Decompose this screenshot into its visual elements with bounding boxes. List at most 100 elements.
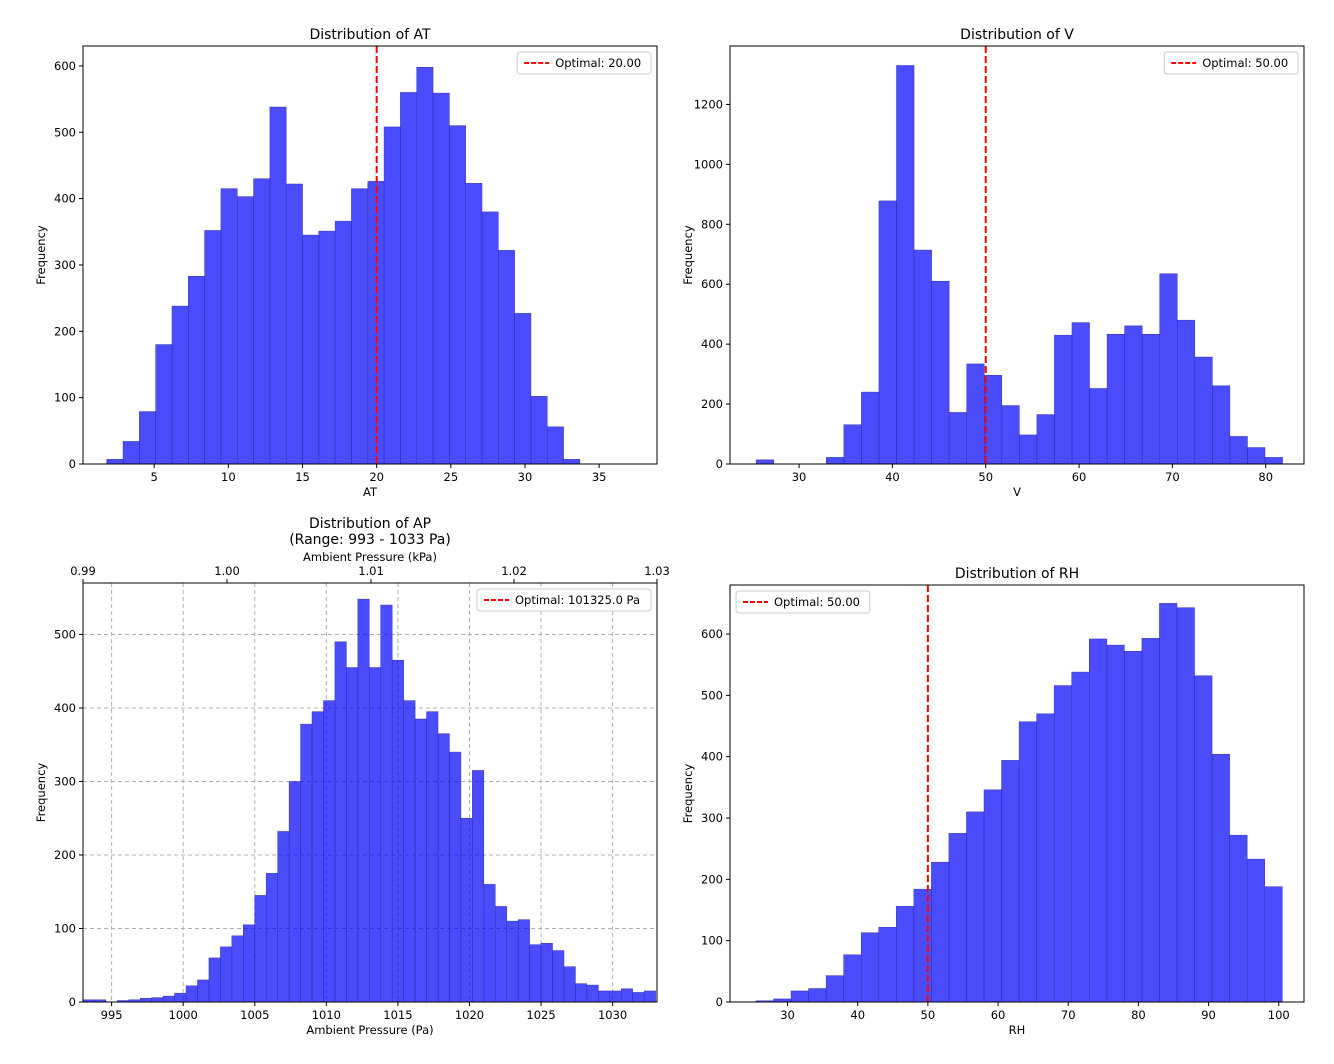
histogram-bar [1229,834,1248,1003]
histogram-bar [481,211,499,465]
histogram-bar [1229,436,1248,465]
histogram-bar [632,992,645,1003]
histogram-bar [575,983,588,1003]
histogram-bar [351,188,369,465]
histogram-bar [185,985,198,1003]
histogram-bar [472,770,485,1003]
x-tick-label: 40 [850,1008,865,1022]
histogram-bar [1124,325,1143,465]
histogram-bar [843,424,862,465]
histogram-bar [1194,675,1213,1003]
histogram-bar [106,459,124,465]
histogram-bar [1001,760,1020,1003]
histogram-bar [155,344,173,465]
x-tick-label: 70 [1061,1008,1076,1022]
histogram-bar [896,906,915,1003]
y-tick-label: 200 [54,324,76,338]
x-tick-label: 50 [921,1008,936,1022]
histogram-bar [1089,388,1108,465]
histogram-bar [369,667,381,1003]
legend: Optimal: 50.00 [735,590,871,614]
y-tick-label: 400 [701,337,723,351]
histogram-bar [1106,644,1125,1003]
histogram-bar [790,990,809,1003]
top-x-tick-label: 1.01 [358,564,384,578]
legend-label: Optimal: 50.00 [774,595,860,609]
histogram-bar [357,598,370,1003]
y-tick-label: 600 [701,277,723,291]
y-tick-label: 300 [54,258,76,272]
y-tick-label: 400 [54,192,76,206]
histogram-bar [1194,356,1213,465]
histogram-bar [825,975,844,1003]
histogram-bar [620,988,633,1003]
y-tick-label: 1200 [694,97,723,111]
histogram-bar [1053,685,1072,1003]
histogram-bar [931,280,950,465]
histogram-bar [403,700,416,1003]
histogram-bar [931,861,950,1003]
histogram-bar [1159,273,1178,465]
histogram-bar [878,926,897,1003]
histogram-bar [983,375,1003,465]
histogram-bar [529,944,542,1003]
legend-box [476,588,652,612]
x-tick-label: 30 [780,1008,795,1022]
histogram-bar [437,733,450,1003]
x-tick-label: 20 [369,470,384,484]
x-tick-label: 100 [1268,1008,1290,1022]
histogram-bar [237,196,254,465]
histogram-bar [1211,754,1230,1003]
plot-frame [82,582,658,1003]
histogram-bar [826,457,845,465]
histogram-bar [1019,434,1038,465]
histogram-bar [1036,414,1055,465]
y-axis-label: Frequency [681,764,695,824]
chart-panel-4: 30 40 50 60 70 80 90 100 0 100 200 300 400 500 600 RH Fr… [681,566,1305,1037]
y-tick-label: 300 [701,811,723,825]
x-axis-label: V [1013,485,1021,499]
histogram-bar [139,411,156,465]
histogram-bar [265,873,278,1003]
x-tick-label: 15 [295,470,310,484]
y-tick-label: 1000 [694,157,723,171]
histogram-bar [416,66,434,465]
histogram-bar [318,230,336,465]
histogram-bar [1071,322,1090,465]
y-axis-label: Frequency [681,225,695,285]
x-tick-label: 90 [1201,1008,1216,1022]
histogram-bar [220,188,238,465]
chart-subtitle: (Range: 993 - 1033 Pa) [289,532,451,548]
x-tick-label: 60 [1072,470,1087,484]
y-tick-label: 100 [54,921,76,935]
histogram-bar [208,957,221,1003]
histogram-bar [1124,650,1143,1003]
histogram-bar [383,126,401,465]
x-axis-label: RH [1009,1023,1026,1037]
chart-panel-3: 995 1000 1005 1010 1015 1020 1025 1030 0 100 200 30… [34,516,670,1037]
x-tick-label: 80 [1258,470,1273,484]
y-tick-label: 200 [701,872,723,886]
histogram-bar [254,895,267,1003]
x-axis-label: Ambient Pressure (Pa) [306,1023,433,1037]
histogram-bar [808,988,827,1003]
histogram-bar [948,412,967,465]
top-x-tick-label: 1.02 [501,564,527,578]
y-tick-label: 600 [701,627,723,641]
histogram-bar [391,659,404,1003]
histogram-bar [983,789,1002,1003]
histogram-bar [563,459,581,465]
histogram-bar [220,946,233,1003]
x-tick-label: 25 [444,470,459,484]
histogram-bar [1054,334,1073,465]
histogram-bar [1071,671,1090,1003]
y-tick-label: 0 [69,457,76,471]
histogram-bar [277,831,290,1003]
histogram-bar [609,990,622,1003]
histogram-bar [643,990,656,1003]
histogram-bar [197,979,210,1003]
histogram-bar [843,954,862,1003]
y-tick-label: 0 [716,995,723,1009]
histogram-bar [253,178,271,465]
